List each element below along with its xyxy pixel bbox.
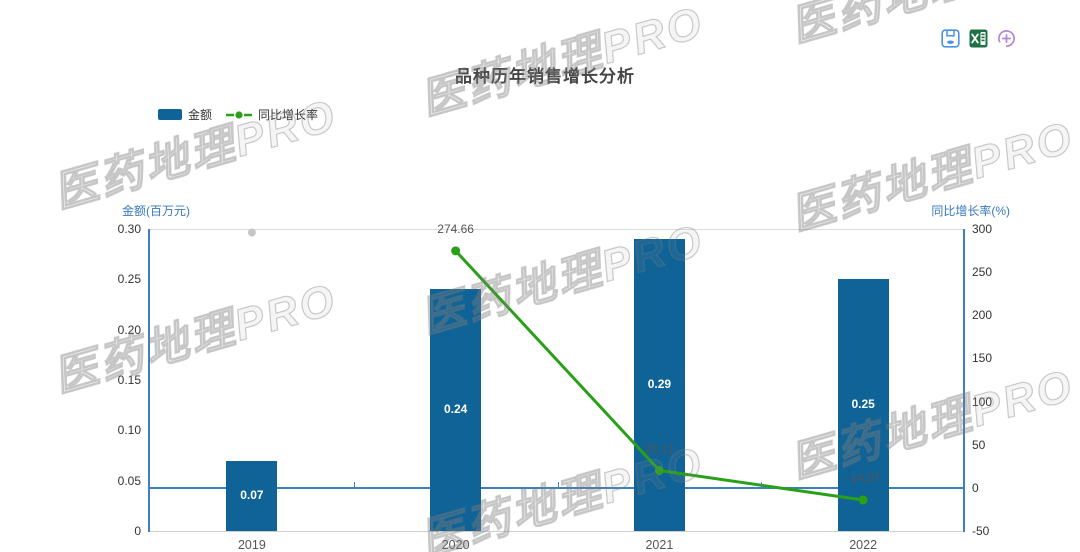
growth-value-label: 274.66 bbox=[437, 221, 474, 236]
right-tick-label: 150 bbox=[972, 351, 993, 366]
excel-export-icon[interactable] bbox=[969, 29, 988, 48]
right-tick-label: 50 bbox=[972, 437, 986, 452]
left-axis-line bbox=[148, 229, 150, 532]
legend-label-amount: 金额 bbox=[188, 108, 213, 122]
right-tick-label: 100 bbox=[972, 394, 993, 409]
left-tick-label: 0.05 bbox=[117, 473, 141, 488]
toolbar bbox=[941, 29, 1016, 48]
right-tick-label: -50 bbox=[972, 524, 990, 538]
watermark: 医药地理PRO bbox=[48, 274, 344, 403]
bar-series-swatch-icon bbox=[158, 109, 182, 120]
watermark: 医药地理PRO bbox=[782, 0, 1080, 55]
x-axis-label-2020: 2020 bbox=[441, 538, 470, 552]
growth-point[interactable] bbox=[451, 246, 461, 256]
bar-value-label: 0.07 bbox=[240, 487, 264, 502]
right-tick-label: 300 bbox=[972, 222, 993, 236]
left-tick-label: 0.10 bbox=[117, 423, 141, 438]
bar-2019[interactable] bbox=[226, 460, 278, 531]
bar-value-label: 0.25 bbox=[851, 397, 875, 412]
x-axis-line bbox=[150, 531, 965, 532]
legend-label-growth: 同比增长率 bbox=[258, 108, 319, 122]
save-icon[interactable] bbox=[941, 29, 960, 48]
growth-value-label: -14.07 bbox=[846, 470, 881, 485]
bar-value-label: 0.24 bbox=[443, 402, 468, 417]
left-axis-title: 金额(百万元) bbox=[122, 204, 190, 218]
bar-value-label: 0.29 bbox=[647, 377, 672, 392]
boundary-tick bbox=[557, 481, 559, 487]
plot-top-border bbox=[150, 229, 965, 230]
right-tick-label: 200 bbox=[972, 308, 993, 323]
chart-title: 品种历年销售增长分析 bbox=[455, 67, 635, 86]
boundary-tick bbox=[761, 481, 763, 487]
x-axis-label-2022: 2022 bbox=[849, 538, 878, 552]
watermark: 医药地理PRO bbox=[48, 90, 344, 219]
left-tick-label: 0 bbox=[134, 524, 141, 538]
left-tick-label: 0.25 bbox=[117, 272, 141, 287]
legend-item-growth[interactable]: 同比增长率 bbox=[226, 106, 318, 123]
add-chart-icon[interactable] bbox=[997, 29, 1016, 48]
x-axis-label-2021: 2021 bbox=[645, 538, 674, 552]
legend: 金额 同比增长率 bbox=[158, 106, 318, 123]
legend-item-amount[interactable]: 金额 bbox=[158, 106, 212, 123]
right-tick-label: 0 bbox=[972, 480, 979, 495]
growth-value-label: 20.11 bbox=[644, 441, 674, 456]
left-tick-label: 0.15 bbox=[117, 373, 141, 387]
right-axis-line bbox=[963, 229, 965, 532]
boundary-tick bbox=[353, 481, 355, 487]
left-tick-label: 0.20 bbox=[117, 322, 141, 337]
x-axis-label-2019: 2019 bbox=[237, 538, 266, 552]
line-series-marker-icon bbox=[226, 110, 253, 119]
left-tick-label: 0.30 bbox=[117, 222, 141, 236]
watermark: 医药地理PRO bbox=[785, 360, 1080, 489]
watermark: 医药地理PRO bbox=[785, 112, 1080, 241]
right-tick-label: 250 bbox=[972, 265, 993, 280]
right-axis-title: 同比增长率(%) bbox=[931, 204, 1010, 218]
